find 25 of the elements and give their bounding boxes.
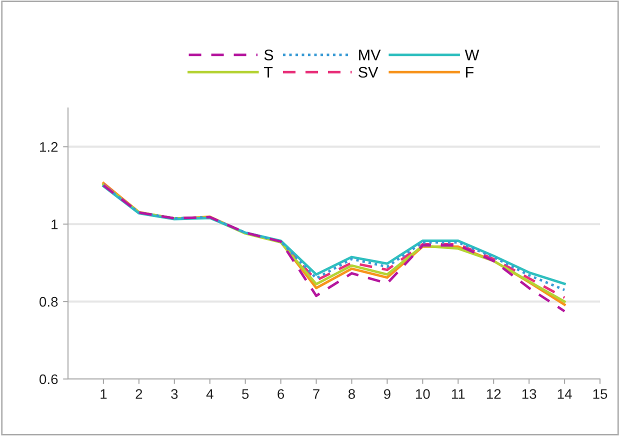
legend-label: W [464,50,480,60]
legend-label: MV [359,50,381,60]
x-tick-label: 2 [136,389,142,399]
x-tick-label: 10 [416,389,430,399]
legend-label: F [466,67,474,78]
x-tick-label: 12 [486,389,501,399]
y-tick-label: 0.6 [40,374,58,384]
x-tick-label: 1 [100,389,107,399]
x-tick-label: 4 [206,389,214,399]
x-tick-label: 6 [278,389,284,399]
x-tick-label: 11 [452,389,465,399]
legend-label: S [264,50,274,60]
x-tick-label: 9 [384,389,390,399]
x-tick-label: 14 [558,389,572,399]
x-tick-label: 8 [348,389,355,399]
y-tick-label: 1.2 [40,142,58,152]
legend-label: T [264,67,273,78]
legend-label: SV [358,66,378,78]
x-tick-label: 13 [522,389,536,399]
y-tick-label: 0.8 [40,296,58,307]
x-tick-label: 15 [593,389,608,399]
x-tick-label: 7 [313,389,320,399]
y-tick-label: 1 [52,220,58,230]
x-tick-label: 3 [171,389,178,399]
x-tick-label: 5 [242,389,249,399]
